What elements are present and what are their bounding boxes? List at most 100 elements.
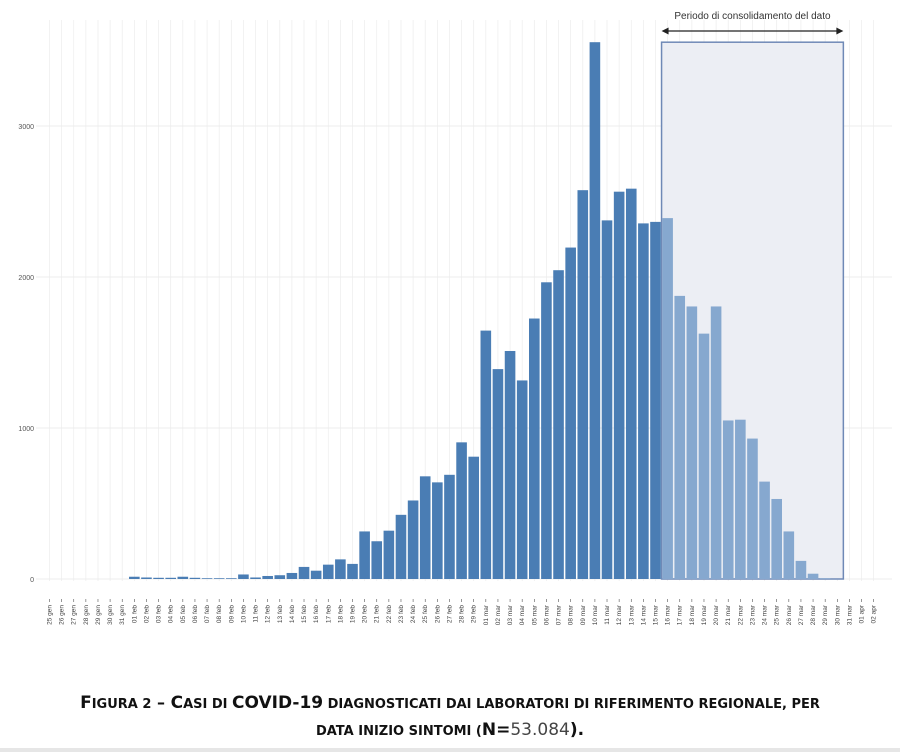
x-tick-label: 19 feb — [350, 605, 357, 623]
x-tick-label: 21 mar — [725, 604, 732, 625]
bar — [468, 456, 479, 579]
arrow-head-left — [661, 27, 669, 35]
x-tick-label: 07 mar — [556, 604, 563, 625]
bar — [286, 572, 298, 579]
x-tick-label: 16 mar — [665, 604, 672, 625]
page-bottom-border — [0, 748, 900, 752]
x-tick-label: 25 gen — [47, 605, 54, 625]
bar — [735, 419, 746, 579]
x-tick-label: 26 feb — [434, 605, 441, 623]
bar — [638, 223, 649, 579]
bar — [444, 474, 455, 579]
bar — [419, 476, 431, 579]
x-tick-label: 11 feb — [253, 605, 260, 623]
caption-line-2: DATA INIZIO SINTOMI (N=53.084). — [315, 720, 585, 740]
bar — [807, 573, 819, 579]
x-tick-label: 24 feb — [410, 605, 417, 623]
x-tick-label: 05 mar — [531, 604, 538, 625]
x-tick-label: 02 apr — [871, 604, 878, 623]
x-tick-label: 15 mar — [653, 604, 660, 625]
x-tick-label: 16 feb — [313, 605, 320, 623]
x-tick-label: 02 feb — [143, 605, 150, 623]
bar — [432, 482, 443, 579]
bar — [407, 500, 419, 579]
y-axis-ticks: 0 1000 2000 3000 — [18, 124, 34, 584]
x-tick-label: 22 mar — [737, 604, 744, 625]
y-tick-label: 1000 — [18, 426, 34, 433]
bar — [529, 318, 540, 579]
x-tick-label: 17 feb — [325, 605, 332, 623]
x-tick-label: 30 mar — [834, 604, 841, 625]
bar — [395, 514, 407, 579]
x-tick-label: 31 mar — [846, 604, 853, 625]
consolidation-annotation: Periodo di consolidamento del dato — [661, 11, 844, 35]
x-tick-label: 27 gen — [71, 605, 78, 625]
x-tick-label: 09 feb — [228, 605, 235, 623]
bar — [141, 577, 152, 579]
x-tick-label: 15 feb — [301, 605, 308, 623]
bar — [601, 220, 613, 579]
x-tick-label: 03 mar — [507, 604, 514, 625]
x-axis-ticks: 25 gen 26 gen 27 gen 28 gen 29 gen 30 gen 31 g… — [47, 599, 878, 625]
x-tick-label: 20 feb — [362, 605, 369, 623]
y-tick-label: 0 — [30, 577, 34, 584]
x-tick-label: 27 mar — [798, 604, 805, 625]
bar — [504, 350, 516, 579]
x-tick-label: 26 mar — [786, 604, 793, 625]
x-tick-label: 12 mar — [616, 604, 623, 625]
bar — [710, 306, 722, 579]
x-tick-label: 18 feb — [337, 605, 344, 623]
bar — [747, 438, 758, 579]
x-tick-label: 09 mar — [580, 604, 587, 625]
x-tick-label: 06 mar — [543, 604, 550, 625]
x-tick-label: 22 feb — [386, 605, 393, 623]
x-tick-label: 29 gen — [95, 605, 102, 625]
x-tick-label: 02 mar — [495, 604, 502, 625]
x-tick-label: 08 feb — [216, 605, 223, 623]
bar — [577, 190, 589, 580]
annotation-label: Periodo di consolidamento del dato — [674, 11, 831, 22]
bar — [795, 560, 807, 579]
y-tick-label: 3000 — [18, 124, 34, 131]
x-tick-label: 05 feb — [180, 605, 187, 623]
x-tick-label: 04 feb — [168, 605, 175, 623]
x-tick-label: 10 mar — [592, 604, 599, 625]
bar — [722, 420, 734, 579]
bar — [819, 578, 831, 579]
bar — [383, 530, 395, 579]
bar — [201, 578, 213, 579]
bar — [650, 221, 661, 579]
bar — [480, 330, 492, 579]
bar — [686, 306, 698, 579]
epidemic-bar-chart: 0 1000 2000 3000 25 gen 26 gen 27 gen 28 gen 29… — [18, 11, 892, 625]
figure-caption: FIGURA 2 – CASI DI COVID-19 DIAGNOSTICAT… — [0, 690, 900, 744]
bar — [565, 247, 576, 579]
x-tick-label: 24 mar — [762, 604, 769, 625]
x-tick-label: 14 mar — [640, 604, 647, 625]
bar — [238, 574, 249, 579]
bar — [625, 188, 637, 580]
x-tick-label: 18 mar — [689, 604, 696, 625]
x-tick-label: 23 mar — [749, 604, 756, 625]
bar — [541, 282, 552, 579]
bar — [322, 564, 334, 579]
bar — [516, 380, 528, 579]
x-tick-label: 31 gen — [119, 605, 126, 625]
bar — [371, 541, 383, 579]
x-tick-label: 25 mar — [774, 604, 781, 625]
x-tick-label: 10 feb — [240, 605, 247, 623]
x-tick-label: 28 mar — [810, 604, 817, 625]
bar — [783, 531, 795, 579]
x-tick-label: 13 mar — [628, 604, 635, 625]
x-tick-label: 28 gen — [83, 605, 90, 625]
bar — [771, 498, 782, 579]
x-tick-label: 19 mar — [701, 604, 708, 625]
bar — [298, 566, 310, 579]
bar — [674, 295, 686, 579]
bar — [177, 576, 189, 579]
x-tick-label: 30 gen — [107, 605, 114, 625]
x-tick-label: 29 mar — [822, 604, 829, 625]
x-tick-label: 13 feb — [277, 605, 284, 623]
bar — [335, 559, 346, 579]
bar — [213, 578, 225, 579]
